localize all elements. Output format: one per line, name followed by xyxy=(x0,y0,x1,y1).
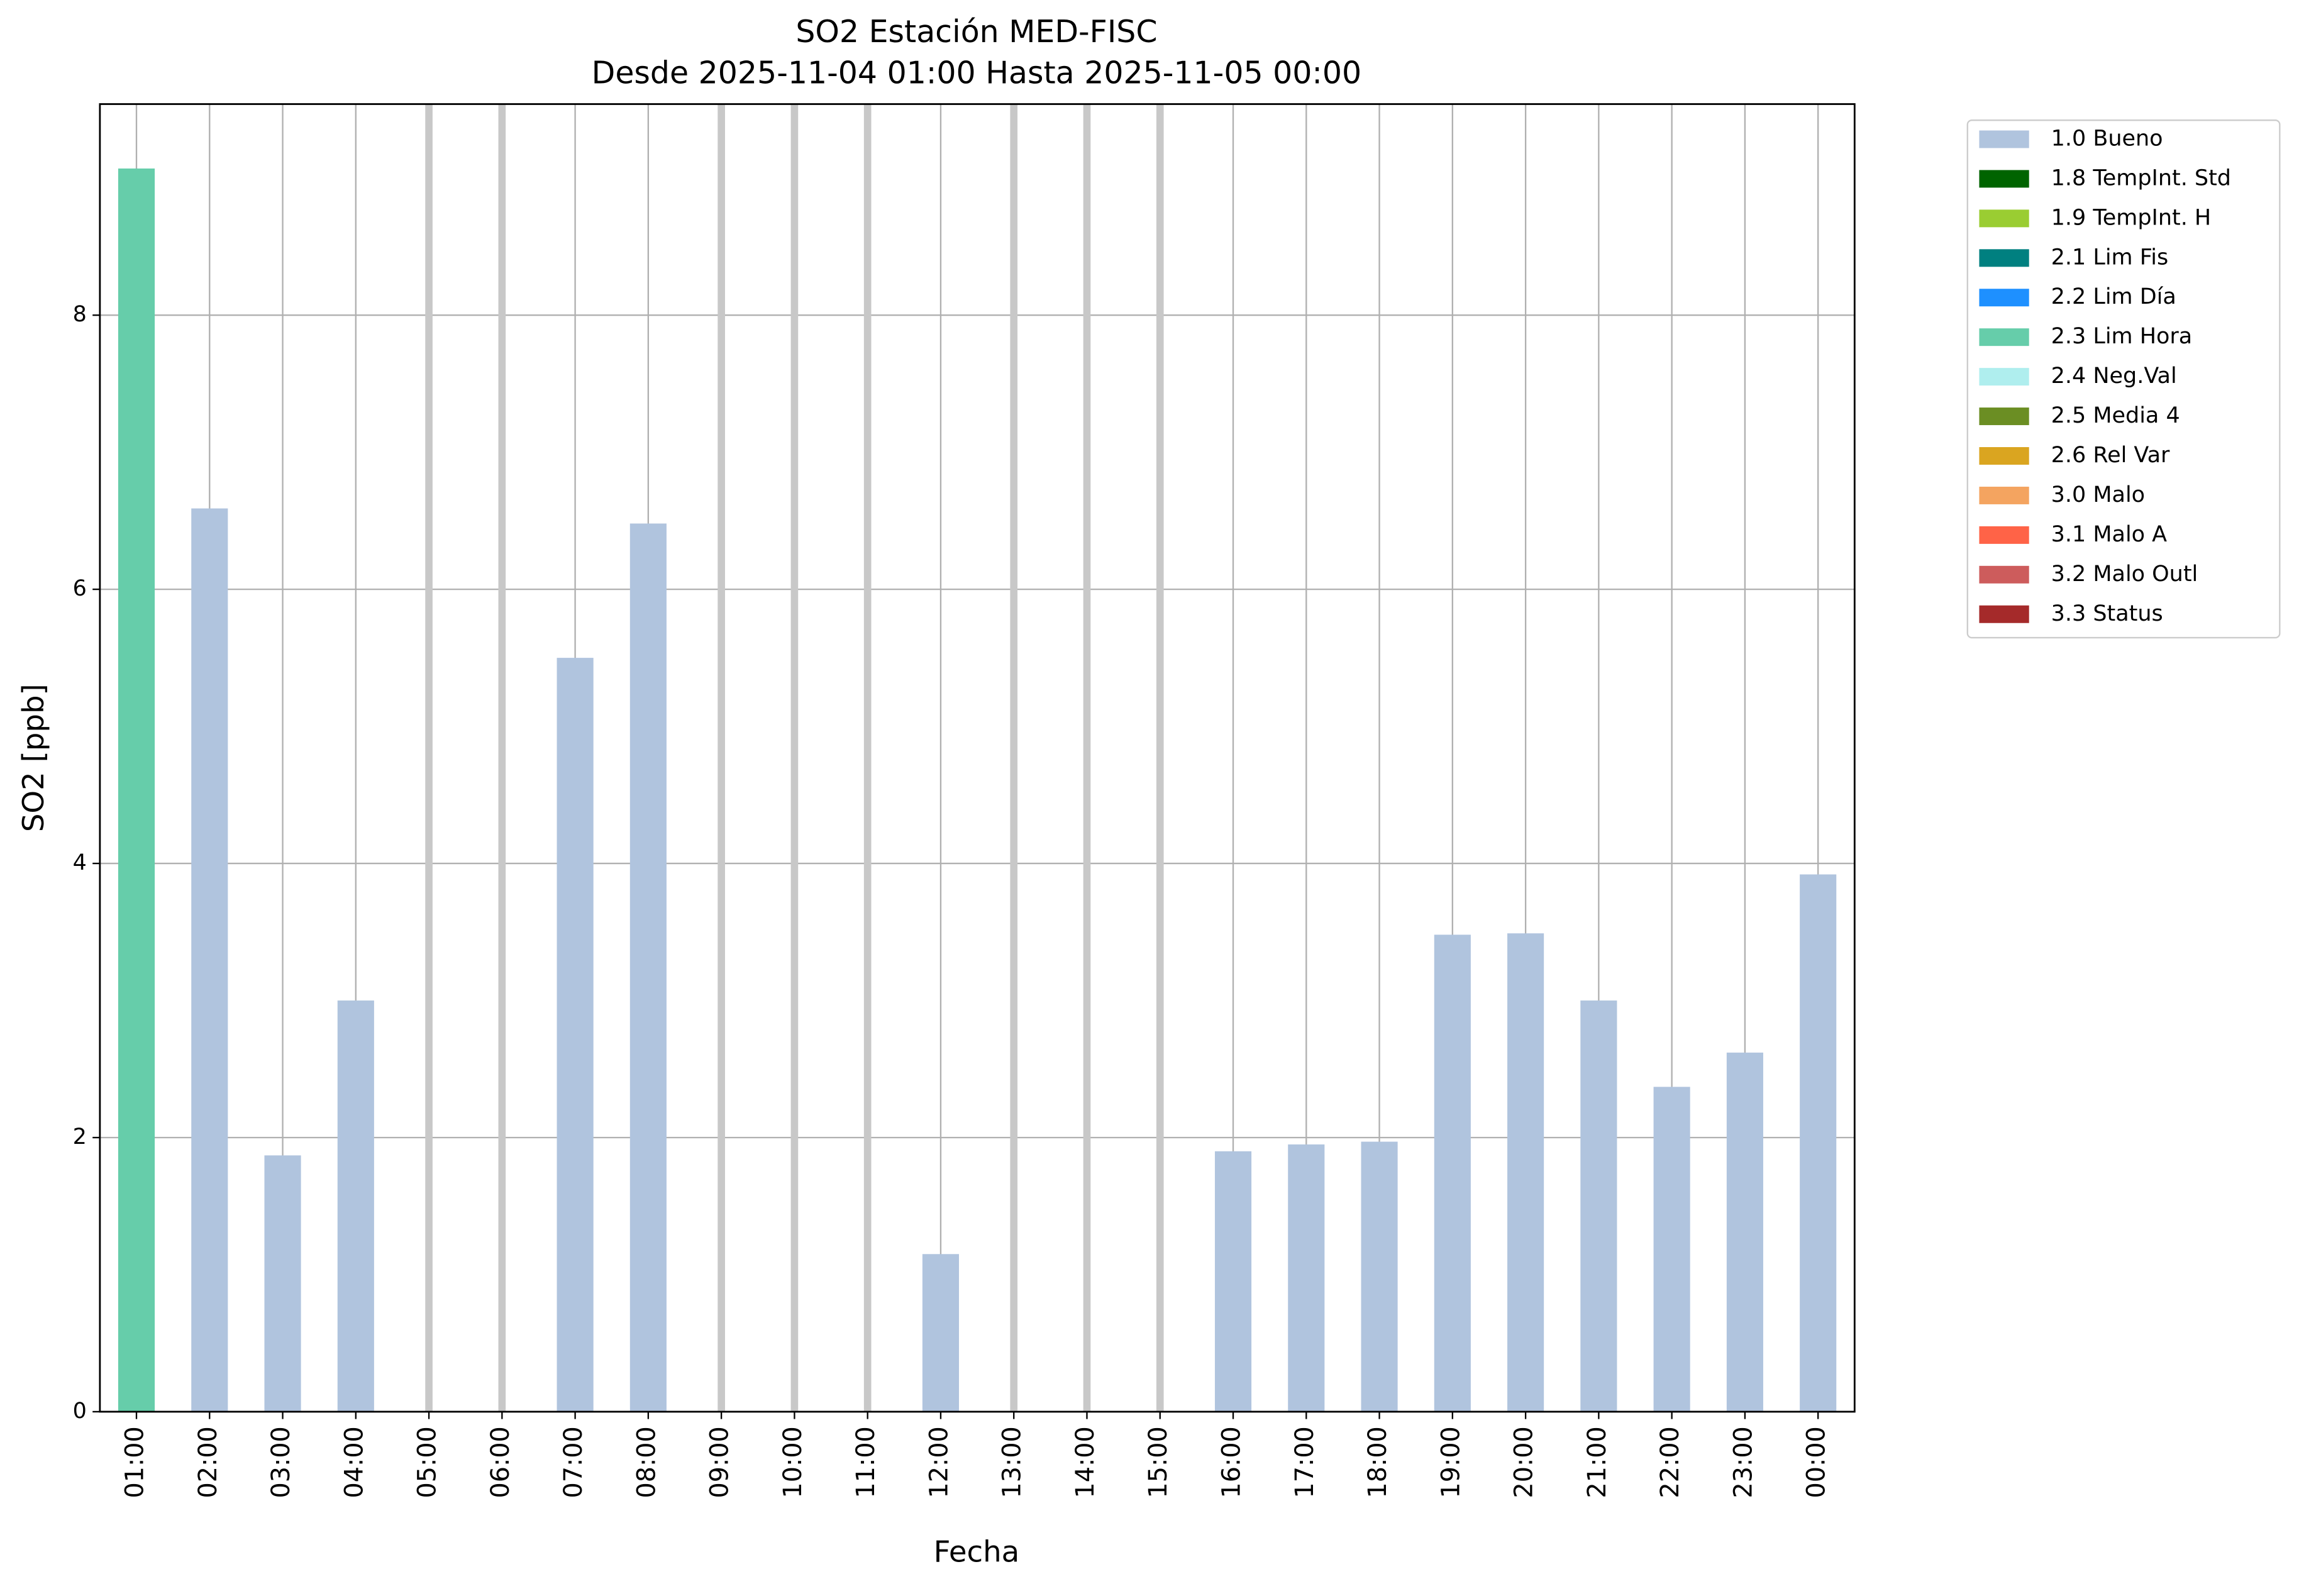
legend-label: 3.2 Malo Outl xyxy=(2051,562,2198,587)
missing-marker xyxy=(498,104,506,1412)
legend-label: 1.9 TempInt. H xyxy=(2051,205,2212,230)
missing-marker xyxy=(790,104,799,1412)
x-tick-label: 05:00 xyxy=(413,1426,442,1498)
y-tick-label: 4 xyxy=(73,850,87,875)
x-tick-label: 15:00 xyxy=(1144,1426,1173,1498)
legend-swatch xyxy=(1979,486,2029,504)
bar xyxy=(1800,874,1837,1412)
y-tick-label: 2 xyxy=(73,1124,87,1150)
bar xyxy=(1214,1151,1252,1412)
chart-subtitle: Desde 2025-11-04 01:00 Hasta 2025-11-05 … xyxy=(592,55,1362,91)
x-tick-label: 13:00 xyxy=(998,1426,1027,1498)
x-tick-label: 14:00 xyxy=(1071,1426,1100,1498)
missing-marker xyxy=(717,104,725,1412)
bar xyxy=(1726,1052,1763,1412)
x-tick-label: 07:00 xyxy=(559,1426,588,1498)
x-tick-label: 01:00 xyxy=(121,1426,150,1498)
y-axis-label: SO2 [ppb] xyxy=(16,684,50,832)
x-tick-label: 09:00 xyxy=(706,1426,734,1498)
legend-label: 3.0 Malo xyxy=(2051,482,2145,507)
legend-label: 2.4 Neg.Val xyxy=(2051,363,2177,389)
missing-marker xyxy=(1083,104,1091,1412)
legend-swatch xyxy=(1979,565,2029,584)
x-axis-label: Fecha xyxy=(934,1535,1020,1569)
x-tick-label: 19:00 xyxy=(1436,1426,1465,1498)
x-tick-label: 08:00 xyxy=(632,1426,661,1498)
legend-swatch xyxy=(1979,328,2029,346)
x-tick-label: 00:00 xyxy=(1802,1426,1831,1498)
bar xyxy=(1288,1144,1325,1412)
legend-swatch xyxy=(1979,209,2029,228)
x-tick-label: 21:00 xyxy=(1583,1426,1612,1498)
x-tick-label: 06:00 xyxy=(486,1426,515,1498)
x-tick-label: 10:00 xyxy=(778,1426,807,1498)
legend-label: 3.3 Status xyxy=(2051,601,2163,626)
x-tick-label: 03:00 xyxy=(267,1426,296,1498)
missing-marker xyxy=(425,104,433,1412)
x-tick-label: 11:00 xyxy=(851,1426,880,1498)
legend-label: 2.1 Lim Fis xyxy=(2051,245,2169,270)
bar xyxy=(1580,1000,1617,1412)
bar xyxy=(1507,933,1544,1412)
x-tick-label: 12:00 xyxy=(924,1426,953,1498)
legend-label: 3.1 Malo A xyxy=(2051,522,2167,547)
y-tick-label: 8 xyxy=(73,302,87,327)
x-tick-label: 22:00 xyxy=(1656,1426,1685,1498)
bar xyxy=(118,168,155,1412)
bar xyxy=(629,523,667,1412)
legend-label: 2.6 Rel Var xyxy=(2051,443,2170,468)
legend-swatch xyxy=(1979,605,2029,623)
x-tick-label: 16:00 xyxy=(1217,1426,1246,1498)
missing-marker xyxy=(863,104,872,1412)
legend-swatch xyxy=(1979,130,2029,148)
legend-box xyxy=(1966,119,2281,639)
legend-swatch xyxy=(1979,170,2029,188)
bar xyxy=(1653,1087,1690,1412)
plot-frame xyxy=(99,103,1856,1413)
bar xyxy=(191,508,228,1412)
bar xyxy=(337,1000,374,1412)
y-tick-label: 0 xyxy=(73,1399,87,1424)
legend-label: 2.3 Lim Hora xyxy=(2051,324,2192,349)
missing-marker xyxy=(1010,104,1018,1412)
chart-title: SO2 Estación MED-FISC xyxy=(795,14,1157,50)
legend-label: 2.5 Media 4 xyxy=(2051,403,2180,428)
legend-label: 1.8 TempInt. Std xyxy=(2051,165,2231,191)
legend-swatch xyxy=(1979,407,2029,426)
bar xyxy=(922,1254,960,1412)
x-tick-label: 04:00 xyxy=(340,1426,368,1498)
legend-label: 2.2 Lim Día xyxy=(2051,284,2176,309)
x-tick-label: 17:00 xyxy=(1290,1426,1319,1498)
legend-label: 1.0 Bueno xyxy=(2051,126,2163,151)
missing-marker xyxy=(1156,104,1164,1412)
x-tick-label: 23:00 xyxy=(1729,1426,1758,1498)
bar xyxy=(1434,934,1471,1412)
legend-swatch xyxy=(1979,289,2029,307)
bar xyxy=(1361,1141,1398,1412)
y-tick-label: 6 xyxy=(73,576,87,601)
legend-swatch xyxy=(1979,447,2029,465)
bar xyxy=(264,1155,301,1412)
legend-swatch xyxy=(1979,368,2029,386)
x-tick-label: 02:00 xyxy=(194,1426,223,1498)
x-tick-label: 18:00 xyxy=(1363,1426,1392,1498)
legend-swatch xyxy=(1979,526,2029,544)
x-tick-label: 20:00 xyxy=(1510,1426,1539,1498)
legend-swatch xyxy=(1979,249,2029,267)
bar xyxy=(557,658,594,1412)
